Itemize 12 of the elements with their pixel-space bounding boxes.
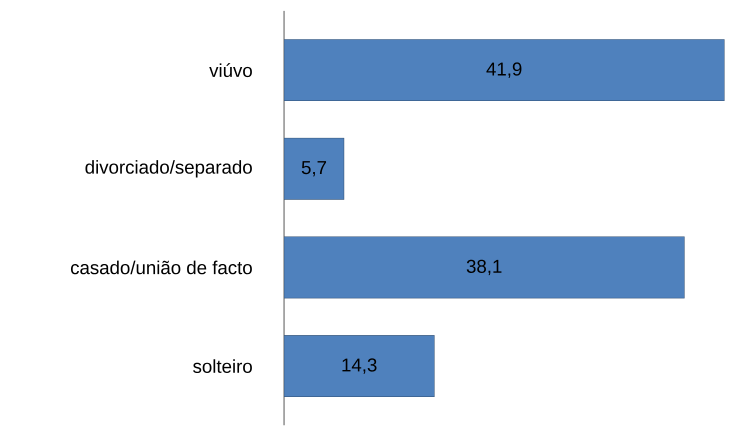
bar [284,39,725,101]
data-label: 14,3 [342,358,377,374]
bar [284,138,344,200]
y-tick-label: divorciado/separado [85,160,252,178]
y-tick-label: casado/união de facto [70,260,252,274]
data-label: 38,1 [466,260,502,276]
y-tick-label: viúvo [209,63,252,77]
bar [284,335,435,397]
bar [284,236,685,298]
data-label: 5,7 [302,161,326,176]
data-label: 41,9 [486,62,522,78]
y-tick-label: solteiro [193,359,252,373]
